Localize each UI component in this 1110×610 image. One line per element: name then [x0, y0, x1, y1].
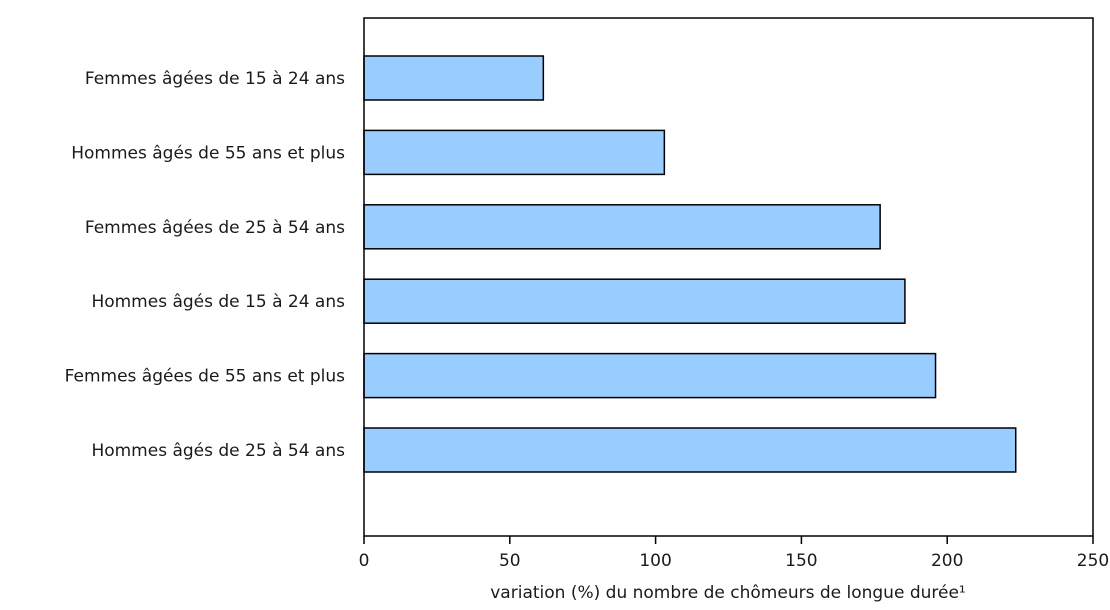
bar — [364, 56, 543, 100]
x-axis-title: variation (%) du nombre de chômeurs de l… — [490, 583, 966, 603]
bar — [364, 428, 1016, 472]
category-label: Hommes âgés de 15 à 24 ans — [91, 292, 345, 312]
category-labels-layer: Femmes âgées de 15 à 24 ans Hommes âgés d… — [65, 69, 345, 461]
x-ticks-layer: 0 50 100 150 200 250 — [359, 536, 1110, 571]
bar — [364, 205, 880, 249]
category-label: Hommes âgés de 55 ans et plus — [71, 143, 345, 163]
x-tick-label: 100 — [639, 551, 671, 571]
x-tick-label: 200 — [931, 551, 963, 571]
bar — [364, 279, 905, 323]
x-tick-label: 250 — [1077, 551, 1109, 571]
x-tick-label: 50 — [499, 551, 521, 571]
x-tick-label: 0 — [359, 551, 370, 571]
category-label: Femmes âgées de 25 à 54 ans — [85, 218, 345, 238]
x-tick-label: 150 — [785, 551, 817, 571]
bar — [364, 130, 664, 174]
category-label: Femmes âgées de 55 ans et plus — [65, 367, 345, 387]
bars-layer — [364, 56, 1016, 472]
category-label: Hommes âgés de 25 à 54 ans — [91, 441, 345, 461]
bar — [364, 354, 936, 398]
category-label: Femmes âgées de 15 à 24 ans — [85, 69, 345, 89]
